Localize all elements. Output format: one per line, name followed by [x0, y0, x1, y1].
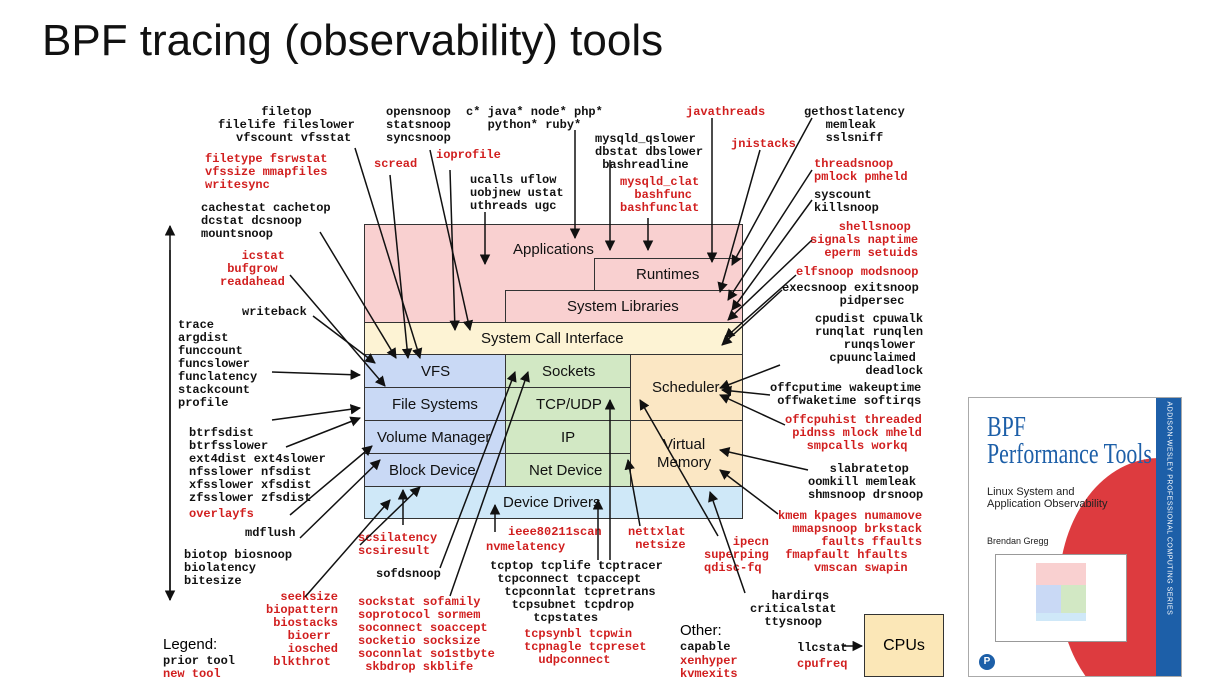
book-mini-diagram — [995, 554, 1127, 642]
tools-execsnoop: execsnoop exitsnoop pidpersec — [782, 281, 919, 308]
tools-filetype: filetype fsrwstat vfssize mmapfiles writ… — [205, 152, 328, 192]
tools-nvmelatency: nvmelatency — [486, 540, 566, 554]
volume-manager-layer: Volume Manager — [364, 420, 506, 454]
virtual-memory-label: Virtual Memory — [657, 436, 712, 471]
sockets-label: Sockets — [542, 363, 596, 380]
book-spine: ADDISON-WESLEY PROFESSIONAL COMPUTING SE… — [1156, 398, 1181, 676]
tools-cachestat: cachestat cachetop dcstat dcsnoop mounts… — [201, 201, 331, 241]
tools-sofdsnoop: sofdsnoop — [376, 567, 441, 581]
book-title-text: BPF Performance Tools — [987, 412, 1152, 470]
tools-offcpuhist: offcpuhist threaded pidnss mlock mheld s… — [785, 413, 922, 453]
legend-title: Legend: — [163, 636, 218, 653]
tools-ioprofile: ioprofile — [436, 148, 501, 162]
book-author: Brendan Gregg — [987, 536, 1049, 546]
file-systems-layer: File Systems — [364, 387, 506, 421]
tools-filetop: filetop filelife fileslower vfscount vfs… — [218, 105, 355, 145]
tools-xenhyper: xenhyper kvmexits — [680, 654, 738, 681]
book-cover-image: ADDISON-WESLEY PROFESSIONAL COMPUTING SE… — [968, 397, 1182, 677]
tools-mysqld-clat: mysqld_clat bashfunc bashfunclat — [620, 175, 700, 215]
tools-capable: capable — [680, 640, 731, 654]
tools-biotop: biotop biosnoop biolatency bitesize — [184, 548, 293, 588]
tools-ieee: ieee80211scan — [508, 525, 602, 539]
tools-scread: scread — [374, 157, 418, 171]
tools-writeback: writeback — [242, 305, 307, 319]
block-device-label: Block Device — [389, 462, 476, 479]
legend-prior-tool: prior tool — [163, 654, 236, 668]
tools-nettxlat: nettxlat netsize — [628, 525, 686, 552]
tools-jnistacks: jnistacks — [731, 137, 796, 151]
tools-hardirqs: hardirqs criticalstat ttysnoop — [750, 589, 837, 629]
tools-mysqld: mysqld_qslower dbstat dbslower bashreadl… — [595, 132, 704, 172]
tools-kmem: kmem kpages numamove mmapsnoop brkstack … — [778, 509, 923, 575]
tcp-udp-label: TCP/UDP — [536, 396, 602, 413]
legend-new-tool: new tool — [163, 667, 221, 681]
tools-btrfsdist: btrfsdist btrfsslower ext4dist ext4slowe… — [189, 426, 326, 505]
page-title: BPF tracing (observability) tools — [42, 16, 664, 65]
book-subtitle: Linux System and Application Observabili… — [987, 486, 1108, 510]
book-spine-text: ADDISON-WESLEY PROFESSIONAL COMPUTING SE… — [1165, 401, 1173, 616]
tools-trace: trace argdist funccount funcslower funcl… — [178, 318, 258, 410]
tools-cpufreq: cpufreq — [797, 657, 848, 671]
tools-offcputime: offcputime wakeuptime offwaketime softir… — [770, 381, 922, 408]
tools-tcptop: tcptop tcplife tcptracer tcpconnect tcpa… — [490, 559, 663, 625]
cpus-box: CPUs — [864, 614, 944, 677]
tools-shellsnoop: shellsnoop signals naptime eperm setuids — [810, 220, 919, 260]
other-title: Other: — [680, 622, 722, 639]
tools-slabratetop: slabratetop oomkill memleak shmsnoop drs… — [808, 462, 924, 502]
tools-opensnoop: opensnoop statsnoop syncsnoop — [386, 105, 451, 145]
runtimes-label: Runtimes — [636, 266, 700, 283]
tools-overlayfs: overlayfs — [189, 507, 254, 521]
syscall-interface-label: System Call Interface — [481, 330, 624, 347]
book-title: BPF Performance Tools — [987, 412, 1152, 470]
vfs-label: VFS — [421, 363, 451, 380]
device-drivers-label: Device Drivers — [503, 494, 601, 511]
tools-icstat: icstat bufgrow readahead — [220, 249, 285, 289]
ip-label: IP — [561, 429, 576, 446]
tools-ipecn: ipecn superping qdisc-fq — [704, 535, 769, 575]
syscall-interface-layer: System Call Interface — [364, 322, 743, 355]
block-device-layer: Block Device — [364, 453, 506, 487]
system-libraries-label: System Libraries — [567, 298, 679, 315]
tools-javathreads: javathreads — [686, 105, 766, 119]
tools-elfsnoop: elfsnoop modsnoop — [796, 265, 919, 279]
tools-cpudist: cpudist cpuwalk runqlat runqlen runqslow… — [815, 312, 924, 378]
file-systems-label: File Systems — [392, 396, 478, 413]
tools-syscount: syscount killsnoop — [814, 188, 879, 215]
scheduler-label: Scheduler — [652, 379, 720, 396]
tools-gethostlatency: gethostlatency memleak sslsniff — [804, 105, 905, 145]
tools-threadsnoop: threadsnoop pmlock pmheld — [814, 157, 908, 184]
tools-mdflush: mdflush — [245, 526, 296, 540]
tools-sockstat: sockstat sofamily soprotocol sormem soco… — [358, 595, 495, 674]
tools-llcstat: llcstat — [797, 641, 848, 655]
tools-scsilatency: scsilatency scsiresult — [358, 531, 438, 558]
volume-manager-label: Volume Manager — [377, 429, 491, 446]
device-drivers-layer: Device Drivers — [364, 486, 743, 519]
tools-seeksize: seeksize biopattern biostacks bioerr ios… — [266, 590, 339, 669]
tools-ucalls: ucalls uflow uobjnew ustat uthreads ugc — [470, 173, 564, 213]
publisher-logo: P — [979, 654, 995, 670]
applications-label: Applications — [513, 241, 594, 258]
tools-tcpsynbl: tcpsynbl tcpwin tcpnagle tcpreset udpcon… — [524, 627, 647, 667]
system-libraries-layer: System Libraries — [505, 290, 743, 323]
net-device-label: Net Device — [529, 462, 603, 479]
tools-lang: c* java* node* php* python* ruby* — [466, 105, 603, 132]
